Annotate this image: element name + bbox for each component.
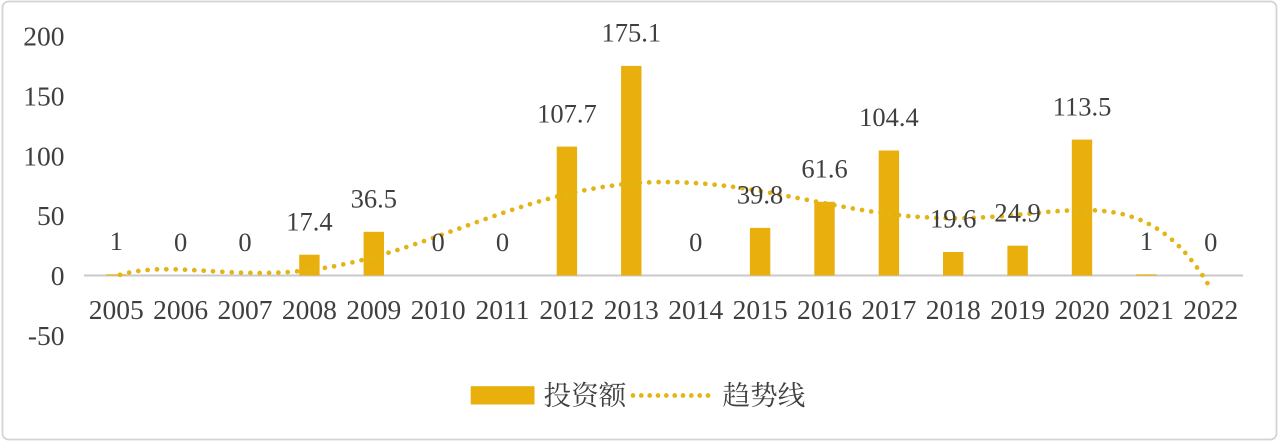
svg-text:2010: 2010 <box>411 294 466 325</box>
svg-text:175.1: 175.1 <box>601 18 661 48</box>
svg-text:61.6: 61.6 <box>801 154 847 184</box>
svg-text:24.9: 24.9 <box>994 197 1040 227</box>
svg-text:104.4: 104.4 <box>859 102 919 132</box>
svg-text:0: 0 <box>51 260 65 291</box>
svg-text:2014: 2014 <box>668 294 723 325</box>
svg-text:2022: 2022 <box>1183 294 1238 325</box>
svg-text:50: 50 <box>37 200 65 231</box>
svg-text:2008: 2008 <box>282 294 337 325</box>
svg-text:200: 200 <box>23 21 64 52</box>
svg-text:0: 0 <box>238 227 251 257</box>
svg-text:2020: 2020 <box>1055 294 1110 325</box>
svg-text:36.5: 36.5 <box>351 184 397 214</box>
svg-text:1: 1 <box>1140 226 1153 256</box>
svg-text:-50: -50 <box>28 320 65 351</box>
svg-text:2016: 2016 <box>797 294 852 325</box>
svg-text:0: 0 <box>174 227 187 257</box>
svg-text:2017: 2017 <box>861 294 916 325</box>
svg-text:2015: 2015 <box>733 294 788 325</box>
svg-text:2018: 2018 <box>926 294 981 325</box>
svg-text:17.4: 17.4 <box>286 206 332 236</box>
svg-text:0: 0 <box>689 227 702 257</box>
svg-text:0: 0 <box>1204 227 1217 257</box>
svg-text:2019: 2019 <box>990 294 1045 325</box>
svg-text:0: 0 <box>431 227 444 257</box>
svg-text:113.5: 113.5 <box>1053 91 1112 121</box>
svg-text:2006: 2006 <box>153 294 208 325</box>
svg-text:19.6: 19.6 <box>930 204 976 234</box>
svg-text:2013: 2013 <box>604 294 659 325</box>
svg-text:0: 0 <box>496 227 509 257</box>
svg-text:2009: 2009 <box>346 294 401 325</box>
svg-text:39.8: 39.8 <box>737 180 783 210</box>
svg-text:2021: 2021 <box>1119 294 1174 325</box>
svg-text:100: 100 <box>23 140 64 171</box>
svg-text:2007: 2007 <box>218 294 273 325</box>
svg-text:150: 150 <box>23 81 64 112</box>
svg-text:1: 1 <box>110 226 123 256</box>
svg-text:2005: 2005 <box>89 294 144 325</box>
svg-text:2012: 2012 <box>539 294 594 325</box>
svg-text:107.7: 107.7 <box>537 98 597 128</box>
svg-text:2011: 2011 <box>476 294 530 325</box>
